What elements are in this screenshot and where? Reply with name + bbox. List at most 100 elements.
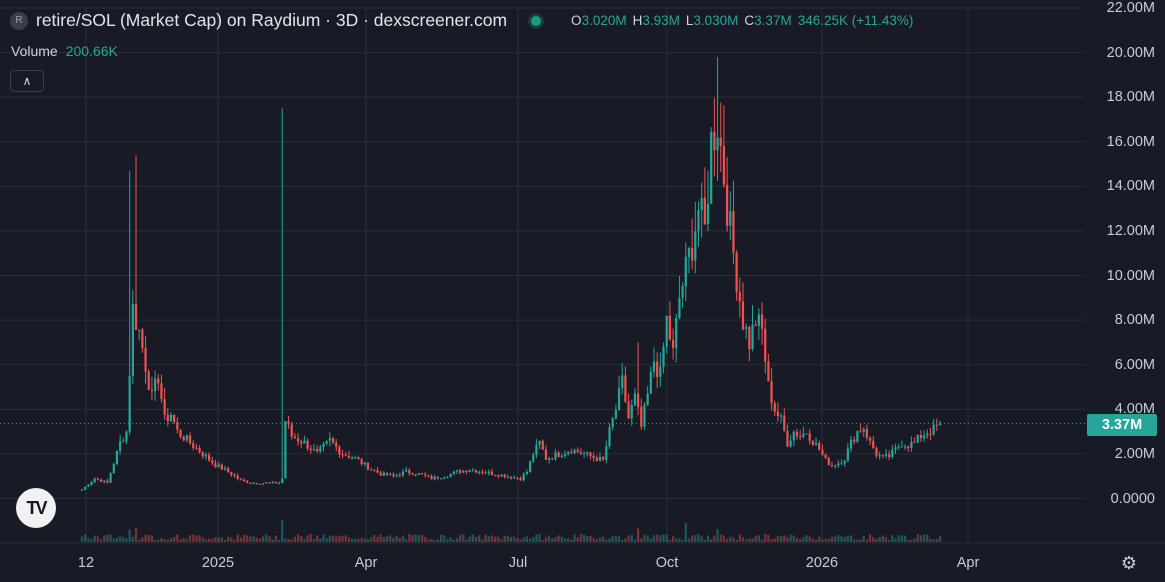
volume-bar (818, 536, 821, 542)
volume-bar (439, 534, 443, 542)
volume-bar (938, 536, 942, 542)
candle-body (760, 314, 764, 329)
candle-body (249, 482, 252, 484)
volume-bar (252, 536, 255, 542)
volume-bar (325, 538, 328, 542)
volume-bar (414, 534, 417, 542)
volume-bar (405, 539, 408, 542)
candle-body (484, 472, 487, 474)
candle-body (493, 474, 497, 476)
volume-bar (271, 539, 274, 542)
candlestick-series (80, 57, 942, 491)
candle-body (363, 462, 366, 465)
volume-bar (309, 534, 312, 542)
candle-body (392, 474, 395, 476)
candle-body (131, 303, 134, 376)
chart-title[interactable]: retire/SOL (Market Cap) on Raydium · 3D … (36, 10, 508, 30)
x-tick-label: 2026 (805, 555, 839, 571)
candle-body (868, 437, 872, 441)
volume-bar (808, 536, 811, 542)
candle-body (84, 486, 87, 490)
candle-body (287, 421, 290, 425)
volume-bar (681, 539, 684, 542)
candle-body (579, 452, 583, 454)
volume-bar (115, 537, 119, 542)
volume-bar (306, 535, 309, 542)
volume-bar (783, 535, 786, 542)
candle-body (271, 481, 274, 483)
candle-body (935, 424, 938, 426)
volume-bar (821, 539, 824, 542)
collapse-legend-button[interactable]: ∧ (10, 70, 44, 92)
symbol-badge: R (10, 11, 28, 30)
volume-bar (703, 539, 706, 542)
last-price-tag: 3.37M (1087, 414, 1157, 436)
volume-bar (239, 537, 243, 542)
volume-bar (236, 534, 239, 542)
candle-body (646, 393, 649, 405)
volume-bar (227, 536, 230, 542)
volume-bar (462, 534, 465, 542)
candle-body (614, 409, 617, 419)
volume-bar (376, 536, 379, 542)
volume-bar (258, 538, 262, 542)
candle-body (166, 414, 169, 422)
volume-bar (220, 537, 223, 542)
candle-body (671, 339, 675, 348)
x-tick-label: 2025 (201, 555, 235, 571)
volume-bar (185, 539, 188, 542)
candle-body (277, 483, 281, 485)
candle-body (125, 431, 128, 442)
volume-bar (589, 535, 592, 542)
candle-body (424, 474, 427, 476)
candle-body (913, 441, 916, 443)
volume-bar (528, 538, 532, 542)
volume-bar (773, 538, 776, 542)
volume-bar (862, 536, 865, 542)
volume-bar (341, 535, 344, 542)
volume-bar (443, 535, 446, 542)
candle-body (910, 441, 913, 449)
volume-bars (80, 520, 942, 542)
volume-bar (748, 538, 751, 542)
volume-bar (274, 535, 277, 542)
candle-body (389, 474, 392, 476)
volume-bar (713, 535, 716, 542)
candle-body (385, 472, 389, 476)
candle-body (741, 301, 745, 330)
volume-bar (411, 535, 414, 542)
volume-bar (90, 539, 93, 542)
candle-body (745, 327, 748, 330)
volume-bar (204, 539, 208, 542)
volume-bar (888, 539, 891, 542)
volume-bar (932, 539, 935, 542)
candle-body (656, 361, 659, 377)
candle-body (147, 371, 150, 390)
candle-body (274, 481, 277, 484)
candle-body (551, 458, 554, 460)
gear-icon[interactable]: ⚙ (1120, 552, 1138, 573)
candle-body (350, 457, 354, 459)
candle-body (138, 329, 141, 331)
volume-bar (96, 536, 100, 542)
volume-bar (926, 534, 929, 542)
volume-bar (878, 537, 881, 542)
candle-body (649, 371, 652, 394)
volume-bar (173, 537, 176, 542)
candle-body (284, 421, 287, 479)
candle-body (907, 446, 910, 449)
x-tick-label: Jul (508, 555, 528, 571)
volume-bar (471, 534, 474, 542)
tradingview-logo[interactable]: TV (16, 488, 56, 528)
volume-bar (799, 539, 802, 542)
candle-body (185, 435, 188, 441)
volume-bar (350, 539, 354, 542)
candle-body (834, 465, 837, 467)
candle-body (398, 475, 401, 477)
volume-bar (487, 535, 490, 542)
candle-body (449, 473, 452, 477)
volume-bar (675, 538, 678, 542)
candle-body (408, 470, 411, 474)
volume-bar (106, 534, 109, 542)
